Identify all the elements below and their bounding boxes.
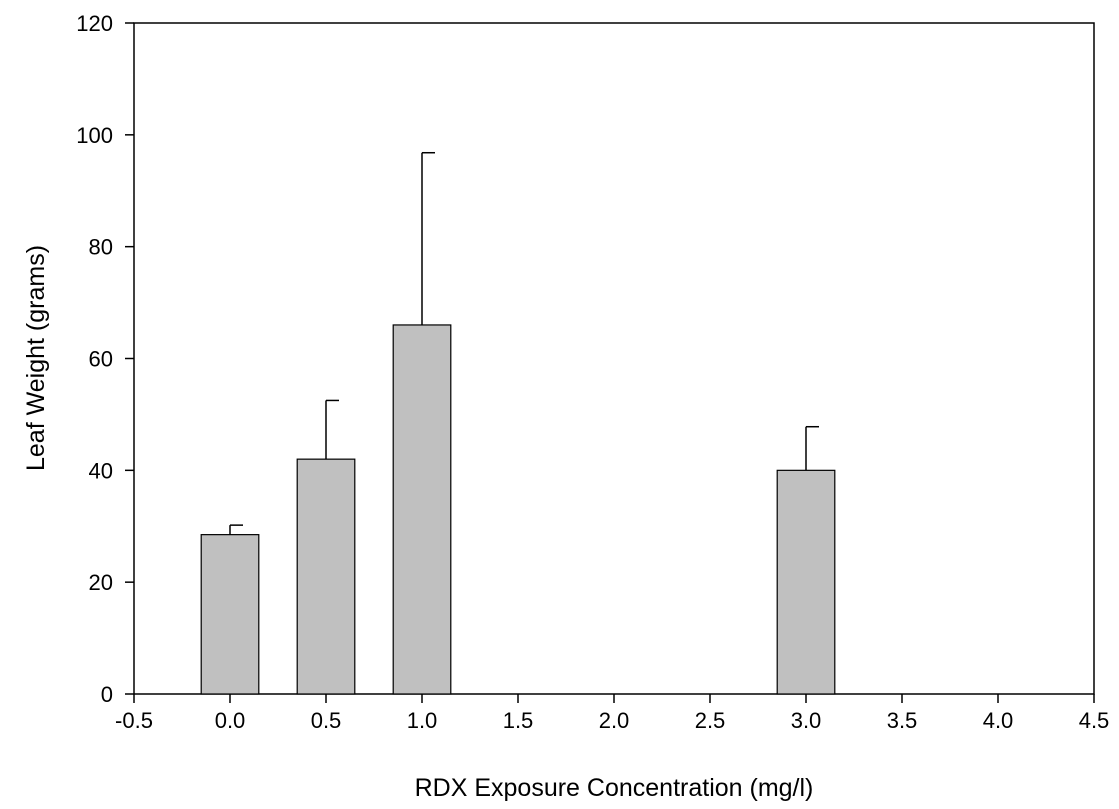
x-tick-label-7: 3.0	[791, 708, 822, 733]
x-tick-label-5: 2.0	[599, 708, 630, 733]
y-tick-label-5: 100	[76, 123, 113, 148]
x-axis-label: RDX Exposure Concentration (mg/l)	[415, 774, 814, 802]
error-bars-group	[229, 151, 819, 535]
x-tick-label-9: 4.0	[983, 708, 1014, 733]
y-tick-label-1: 20	[89, 570, 113, 595]
x-tick-label-8: 3.5	[887, 708, 918, 733]
bar-3	[776, 469, 836, 695]
x-axis-ticks: -0.5 0.0 0.5 1.0 1.5 2.0 2.5 3.0 3.5 4.0 4.5	[115, 694, 1109, 733]
x-tick-label-3: 1.0	[407, 708, 438, 733]
y-tick-label-3: 60	[89, 347, 113, 372]
y-tick-label-0: 0	[101, 682, 113, 707]
x-tick-label-1: 0.0	[215, 708, 246, 733]
x-tick-label-2: 0.5	[311, 708, 342, 733]
bar-0	[200, 534, 260, 695]
y-tick-label-6: 120	[76, 11, 113, 36]
y-axis-label: Leaf Weight (grams)	[22, 245, 50, 471]
y-tick-label-4: 80	[89, 235, 113, 260]
x-tick-label-0: -0.5	[115, 708, 153, 733]
x-tick-label-4: 1.5	[503, 708, 534, 733]
x-tick-label-10: 4.5	[1079, 708, 1110, 733]
x-tick-label-6: 2.5	[695, 708, 726, 733]
y-axis-ticks: 0 20 40 60 80 100 120	[76, 11, 134, 707]
plot-area	[133, 22, 1095, 695]
y-tick-label-2: 40	[89, 458, 113, 483]
bar-2	[392, 324, 452, 695]
bar-1	[296, 458, 356, 695]
